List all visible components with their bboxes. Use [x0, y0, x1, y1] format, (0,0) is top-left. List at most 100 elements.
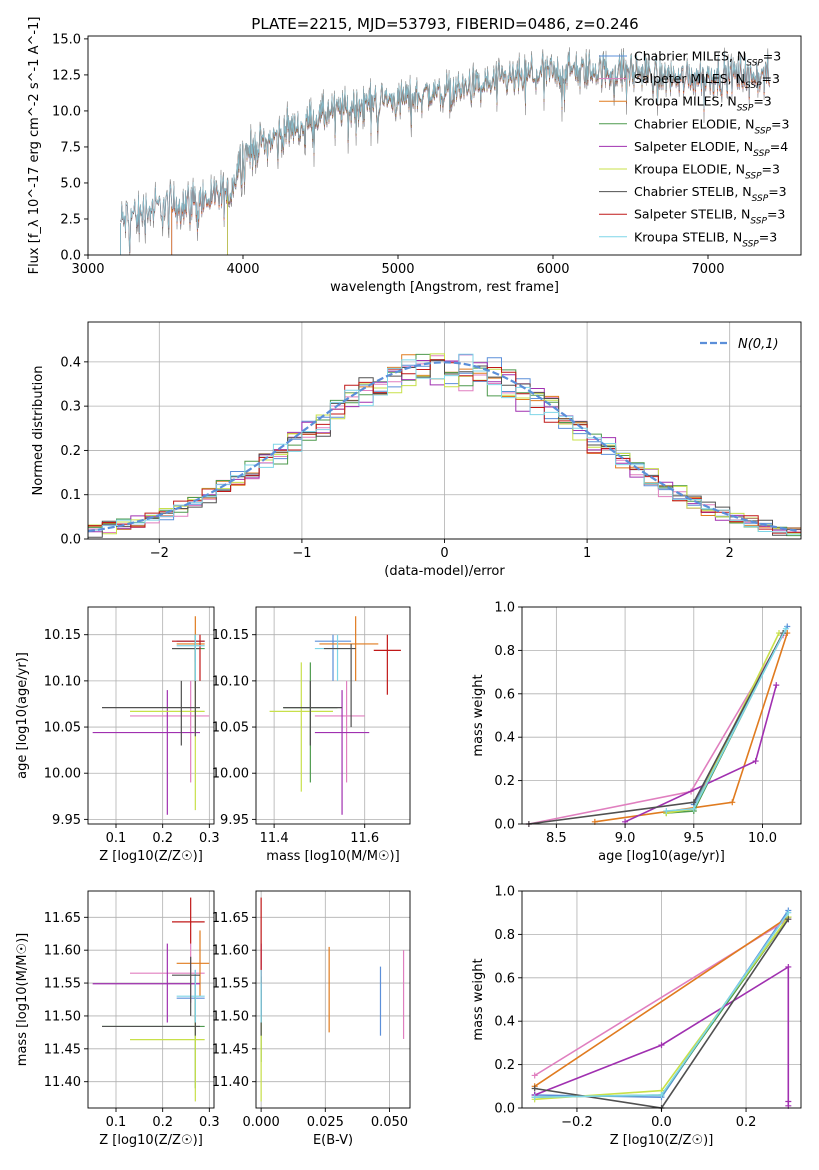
x-tick-label: 2	[726, 546, 734, 561]
legend-label: Salpeter STELIB, NSSP=3	[634, 207, 785, 227]
x-tick-label: 11.6	[350, 831, 379, 846]
x-tick-label: 0.050	[371, 1115, 408, 1130]
x-axis-label: Z [log10(Z/Z☉)]	[99, 849, 203, 864]
y-tick-label: 10.15	[44, 628, 81, 643]
y-tick-label: 11.50	[44, 1009, 81, 1024]
y-tick-label: 0.2	[494, 1058, 515, 1073]
panel-mass_vs_ebv: 0.000 0.025 0.050 11.40 11.45 11.50 11.55 11.60…	[212, 890, 411, 1148]
panel-mass_vs_Z: 0.1 0.2 0.3 11.40 11.45 11.50 11.55 11.60 11.65 Z…	[15, 890, 220, 1148]
x-tick-label: 0.3	[199, 1115, 220, 1130]
axes-frame: 8.5 9.0 9.5 10.0 0.0 0.2 0.4 0.6 0.8 1.0 age [log1…	[471, 601, 802, 864]
errorbar-point	[314, 690, 370, 815]
errorbar-point	[373, 634, 401, 695]
series-chabrier-stelib	[525, 630, 787, 827]
series-kroupa-stelib	[663, 625, 789, 814]
y-tick-label: 10.00	[212, 767, 249, 782]
y-tick-label: 10.10	[44, 674, 81, 689]
y-tick-label: 0.0	[494, 1102, 515, 1117]
y-tick-label: 0.2	[60, 444, 81, 459]
y-tick-label: 0.0	[60, 533, 81, 548]
x-tick-label: 0.0	[651, 1115, 672, 1130]
plus-marker	[785, 963, 792, 970]
axes-frame: −2 −1 0 1 2 0.0 0.1 0.2 0.3 0.4 (data-model)/error…	[31, 321, 802, 579]
y-tick-label: 5.0	[60, 176, 81, 191]
series-kroupa-elodie	[663, 630, 783, 817]
legend-label: N(0,1)	[738, 337, 779, 352]
y-tick-label: 9.95	[220, 813, 249, 828]
x-tick-label: 3000	[71, 262, 104, 277]
y-tick-label: 11.65	[212, 911, 249, 926]
plot-area	[88, 353, 801, 539]
panel-weight_vs_Z: −0.2 0.0 0.2 0.0 0.2 0.4 0.6 0.8 1.0 Z [log10(Z/Z…	[471, 885, 802, 1148]
y-tick-label: 0.4	[494, 731, 515, 746]
plus-marker	[752, 758, 759, 765]
y-tick-label: 0.8	[494, 928, 515, 943]
x-tick-label: 9.0	[615, 831, 636, 846]
panel-age_vs_mass: 11.4 11.6 9.95 10.00 10.05 10.10 10.15 mass [lo…	[212, 606, 411, 864]
plus-marker	[531, 1094, 538, 1101]
legend-label: Salpeter MILES, NSSP=3	[634, 71, 780, 91]
axes-frame: 0.1 0.2 0.3 11.40 11.45 11.50 11.55 11.60 11.65 Z…	[15, 890, 220, 1148]
errorbar-point	[92, 690, 200, 815]
y-tick-label: 0.2	[494, 774, 515, 789]
y-tick-label: 1.0	[494, 885, 515, 900]
y-tick-label: 0.6	[494, 687, 515, 702]
y-tick-label: 11.40	[44, 1075, 81, 1090]
legend-label: Chabrier ELODIE, NSSP=3	[634, 116, 789, 136]
plus-marker	[773, 682, 780, 689]
errorbar-point	[130, 680, 210, 783]
x-axis-label: Z [log10(Z/Z☉)]	[610, 1133, 714, 1148]
series-salpeter-miles	[525, 632, 787, 827]
y-tick-label: 10.0	[52, 104, 81, 119]
plot-area	[269, 616, 401, 815]
plus-marker	[658, 1042, 665, 1049]
x-tick-label: 0	[440, 546, 448, 561]
errorbar-point	[269, 662, 333, 792]
errorbar-point	[92, 943, 200, 1023]
plot-area	[92, 897, 210, 1102]
figure-title: PLATE=2215, MJD=53793, FIBERID=0486, z=0…	[251, 15, 638, 33]
y-tick-label: 10.05	[44, 721, 81, 736]
y-axis-label: age [log10(age/yr)]	[15, 652, 30, 779]
errorbar-point	[283, 680, 343, 746]
axes-frame: 3000 4000 5000 6000 7000 0.0 2.5 5.0 7.5 10.0 12.5…	[27, 17, 802, 295]
x-tick-label: 7000	[691, 262, 724, 277]
plus-marker	[729, 799, 736, 806]
errorbar-point	[176, 930, 210, 997]
y-tick-label: 0.6	[494, 971, 515, 986]
y-tick-label: 11.45	[212, 1042, 249, 1057]
y-tick-label: 2.5	[60, 212, 81, 227]
panel-weight_vs_age: 8.5 9.0 9.5 10.0 0.0 0.2 0.4 0.6 0.8 1.0 age [log1…	[471, 601, 802, 864]
plus-marker	[782, 625, 789, 632]
y-tick-label: 0.1	[60, 488, 81, 503]
y-tick-label: 10.00	[44, 767, 81, 782]
x-tick-label: 1	[583, 546, 591, 561]
errorbar-point	[172, 956, 200, 1016]
series-kroupa-stelib	[531, 909, 792, 1101]
y-tick-label: 0.0	[60, 249, 81, 264]
plot-area	[120, 47, 771, 255]
legend-label: Kroupa STELIB, NSSP=3	[634, 229, 777, 249]
plot-area	[531, 907, 792, 1111]
axes-border	[87, 35, 802, 256]
plot-area	[92, 616, 210, 815]
y-axis-label: Normed distribution	[31, 366, 46, 496]
x-tick-label: 0.000	[243, 1115, 280, 1130]
y-axis-label: mass [log10(M/M☉)]	[15, 933, 30, 1066]
series-line	[534, 916, 789, 1087]
errorbar-point	[323, 643, 356, 728]
x-axis-label: (data-model)/error	[384, 564, 505, 579]
x-tick-label: 4000	[226, 262, 259, 277]
plus-marker	[785, 909, 792, 916]
axes-frame: 0.1 0.2 0.3 9.95 10.00 10.05 10.10 10.15 Z [log1…	[15, 606, 220, 864]
x-tick-label: 5000	[381, 262, 414, 277]
axes-frame: −0.2 0.0 0.2 0.0 0.2 0.4 0.6 0.8 1.0 Z [log10(Z/Z…	[471, 885, 802, 1148]
axes-border	[255, 606, 411, 825]
errorbar-point	[102, 976, 200, 1036]
y-tick-label: 11.60	[212, 944, 249, 959]
axes-border	[87, 890, 215, 1109]
y-tick-label: 1.0	[494, 601, 515, 616]
x-tick-label: 0.025	[307, 1115, 344, 1130]
plot-area	[525, 623, 791, 827]
